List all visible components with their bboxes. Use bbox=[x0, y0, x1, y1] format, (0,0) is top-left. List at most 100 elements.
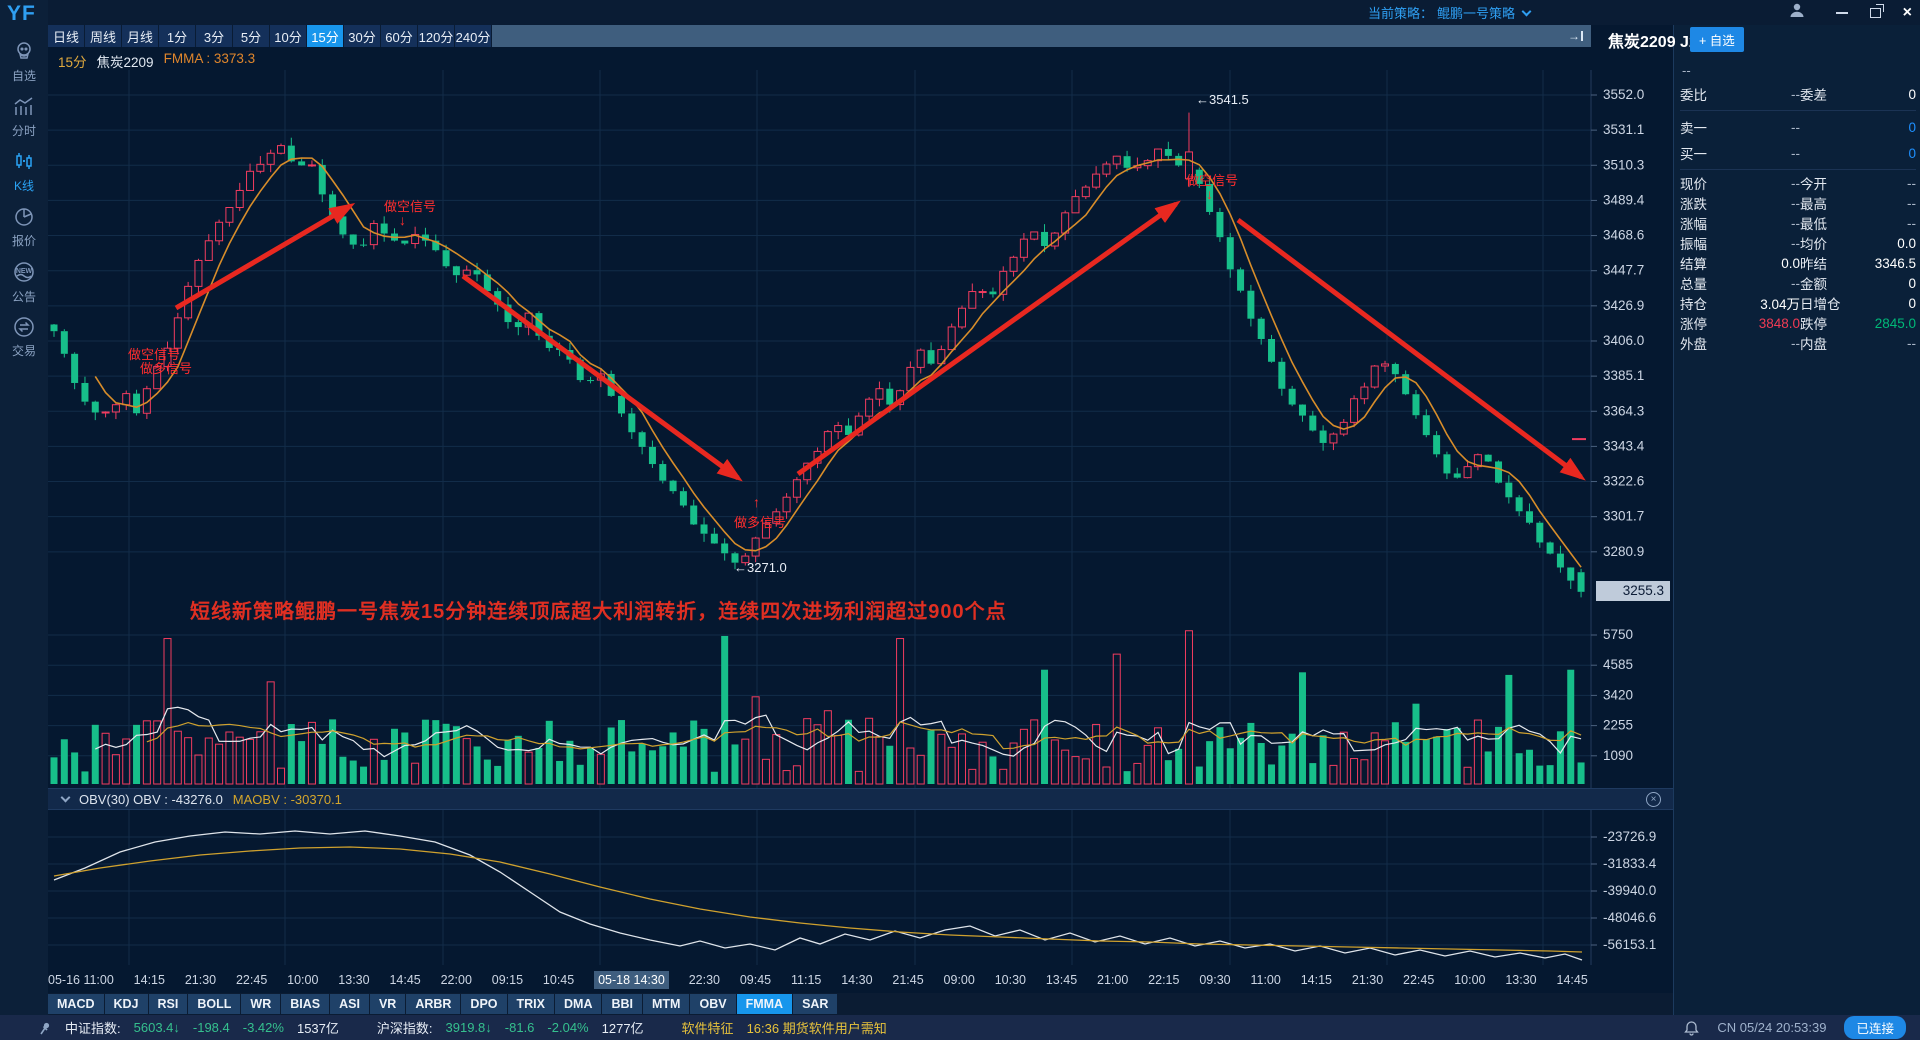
quote-panel: 焦炭2209 J2209 + 自选 -- 委比 -- 委差 0 卖一 -- 0 买一 -- 0 现价… bbox=[1608, 25, 1920, 1015]
quote-row: 现价 -- 今开 -- bbox=[1680, 173, 1916, 193]
svg-text:3468.6: 3468.6 bbox=[1603, 228, 1644, 243]
quote-rows: 委比 -- 委差 0 卖一 -- 0 买一 -- 0 现价 -- 今开 -- 涨跌 -- 最高 -- 涨幅 -- 最低 -… bbox=[1680, 81, 1916, 353]
indicator-tab-WR[interactable]: WR bbox=[241, 994, 281, 1014]
quote-value: 3346.5 bbox=[1874, 255, 1916, 271]
connection-status-badge[interactable]: 已连接 bbox=[1844, 1016, 1906, 1039]
period-tab-15分[interactable]: 15分 bbox=[307, 25, 343, 47]
period-tab-5分[interactable]: 5分 bbox=[233, 25, 269, 47]
time-label: 10:45 bbox=[542, 973, 575, 987]
svg-text:NEW: NEW bbox=[16, 268, 33, 275]
indicator-tab-BBI[interactable]: BBI bbox=[602, 994, 642, 1014]
clock-text: CN 05/24 20:53:39 bbox=[1717, 1020, 1827, 1035]
minimize-button[interactable] bbox=[1835, 11, 1848, 14]
quote-label: 持仓 bbox=[1680, 297, 1707, 312]
sidebar-item-watchlist[interactable]: 自选 bbox=[0, 34, 48, 89]
time-label: 09:00 bbox=[943, 973, 975, 987]
quote-label: 结算 bbox=[1680, 257, 1707, 272]
quote-label: 日增仓 bbox=[1800, 297, 1841, 312]
indicator-tab-DMA[interactable]: DMA bbox=[555, 994, 602, 1014]
fmma-line bbox=[94, 157, 1582, 568]
indicator-tab-MACD[interactable]: MACD bbox=[48, 994, 104, 1014]
quote-value: -- bbox=[1791, 195, 1800, 211]
sidebar-item-kline[interactable]: K线 bbox=[0, 144, 48, 199]
quote-value: -- bbox=[1791, 235, 1800, 251]
indicator-tab-SAR[interactable]: SAR bbox=[793, 994, 838, 1014]
time-label: 13:30 bbox=[338, 973, 370, 987]
quote-label: 委比 bbox=[1680, 88, 1707, 103]
indicator-tab-TRIX[interactable]: TRIX bbox=[507, 994, 554, 1014]
period-tab-月线[interactable]: 月线 bbox=[122, 25, 158, 47]
period-tab-10分[interactable]: 10分 bbox=[270, 25, 306, 47]
restore-button[interactable] bbox=[1869, 3, 1884, 18]
add-watchlist-button[interactable]: + 自选 bbox=[1690, 27, 1744, 52]
sidebar-item-label: 报价 bbox=[11, 233, 36, 248]
sidebar-item-intraday[interactable]: 分时 bbox=[0, 89, 48, 144]
notice-link-2[interactable]: 16:36 期货软件用户需知 bbox=[746, 1021, 887, 1036]
sidebar-item-quotes[interactable]: 报价 bbox=[0, 199, 48, 254]
index2-value: 3919.8↓ bbox=[445, 1020, 492, 1035]
volume-ma10-line bbox=[146, 721, 1582, 750]
chevron-down-icon bbox=[1521, 6, 1532, 16]
quote-value: 0 bbox=[1908, 86, 1916, 102]
indicator-tab-KDJ[interactable]: KDJ bbox=[104, 994, 148, 1014]
period-tab-3分[interactable]: 3分 bbox=[196, 25, 232, 47]
quote-row: 外盘 -- 内盘 -- bbox=[1680, 333, 1916, 353]
sidebar-item-label: 公告 bbox=[11, 289, 36, 304]
time-label: 14:15 bbox=[1300, 973, 1332, 987]
period-tab-日线[interactable]: 日线 bbox=[48, 25, 84, 47]
quote-label: 金额 bbox=[1800, 277, 1827, 292]
indicator-tab-VR[interactable]: VR bbox=[369, 994, 406, 1014]
user-icon[interactable] bbox=[1788, 2, 1806, 23]
period-tab-120分[interactable]: 120分 bbox=[418, 25, 454, 47]
indicator-tab-ASI[interactable]: ASI bbox=[330, 994, 369, 1014]
period-tab-周线[interactable]: 周线 bbox=[85, 25, 121, 47]
current-strategy-dropdown[interactable]: 当前策略： 鲲鹏一号策略 bbox=[1368, 3, 1532, 22]
time-label: 22:00 bbox=[440, 973, 472, 987]
svg-text:3447.7: 3447.7 bbox=[1603, 263, 1644, 278]
svg-text:3420: 3420 bbox=[1603, 687, 1633, 702]
period-tab-60分[interactable]: 60分 bbox=[381, 25, 417, 47]
close-button[interactable]: × bbox=[1902, 3, 1912, 21]
indicator-tab-FMMA[interactable]: FMMA bbox=[736, 994, 793, 1014]
period-tab-1分[interactable]: 1分 bbox=[159, 25, 195, 47]
pin-icon[interactable] bbox=[38, 1021, 52, 1035]
chevron-down-icon[interactable] bbox=[60, 792, 71, 803]
quote-value: -- bbox=[1907, 215, 1916, 231]
svg-text:3322.6: 3322.6 bbox=[1603, 474, 1644, 489]
chart-header: 15分 焦炭2209 FMMA : 3373.3 bbox=[58, 51, 255, 71]
quote-row: 买一 -- 0 bbox=[1680, 140, 1916, 166]
quote-value: -- bbox=[1791, 119, 1800, 135]
quote-panel-title: 焦炭2209 J2209 + 自选 bbox=[1608, 27, 1920, 52]
sidebar-item-announcements[interactable]: NEW 公告 bbox=[0, 254, 48, 309]
indicator-tab-BIAS[interactable]: BIAS bbox=[281, 994, 330, 1014]
indicator-tab-MTM[interactable]: MTM bbox=[643, 994, 690, 1014]
svg-text:-48046.6: -48046.6 bbox=[1603, 910, 1656, 925]
indicator-tab-OBV[interactable]: OBV bbox=[690, 994, 736, 1014]
quote-value: 0.0 bbox=[1781, 255, 1800, 271]
svg-text:3406.0: 3406.0 bbox=[1603, 333, 1644, 348]
bell-icon[interactable] bbox=[1684, 1020, 1700, 1036]
quote-value: -- bbox=[1791, 335, 1800, 351]
quote-value: 3848.0 bbox=[1758, 315, 1800, 331]
time-label: 22:45 bbox=[1403, 973, 1435, 987]
time-label: 22:45 bbox=[235, 973, 268, 987]
indicator-tab-BOLL[interactable]: BOLL bbox=[188, 994, 241, 1014]
sidebar-item-label: 交易 bbox=[11, 343, 36, 358]
quote-row: 涨停 3848.0 跌停 2845.0 bbox=[1680, 313, 1916, 333]
indicator-tab-RSI[interactable]: RSI bbox=[148, 994, 188, 1014]
close-indicator-icon[interactable]: × bbox=[1646, 791, 1661, 807]
svg-text:3531.1: 3531.1 bbox=[1603, 122, 1644, 137]
indicator-tab-bar: MACD KDJ RSI BOLL WR BIAS ASI VR ARBR DPO TRIX DMA B… bbox=[48, 993, 1673, 1015]
period-tab-30分[interactable]: 30分 bbox=[344, 25, 380, 47]
collapse-panel-icon[interactable]: → bbox=[1568, 29, 1583, 43]
notice-link-1[interactable]: 软件特征 bbox=[681, 1021, 734, 1036]
period-tab-240分[interactable]: 240分 bbox=[455, 25, 491, 47]
indicator-tab-DPO[interactable]: DPO bbox=[461, 994, 507, 1014]
candles bbox=[50, 112, 1585, 598]
quote-row: 涨跌 -- 最高 -- bbox=[1680, 193, 1916, 213]
indicator-tab-ARBR[interactable]: ARBR bbox=[406, 994, 461, 1014]
sidebar-item-trade[interactable]: 交易 bbox=[0, 309, 48, 364]
quote-value: -- bbox=[1791, 275, 1800, 291]
obv-panel-header: OBV(30) OBV : -43276.0 MAOBV : -30370.1 … bbox=[48, 788, 1673, 810]
